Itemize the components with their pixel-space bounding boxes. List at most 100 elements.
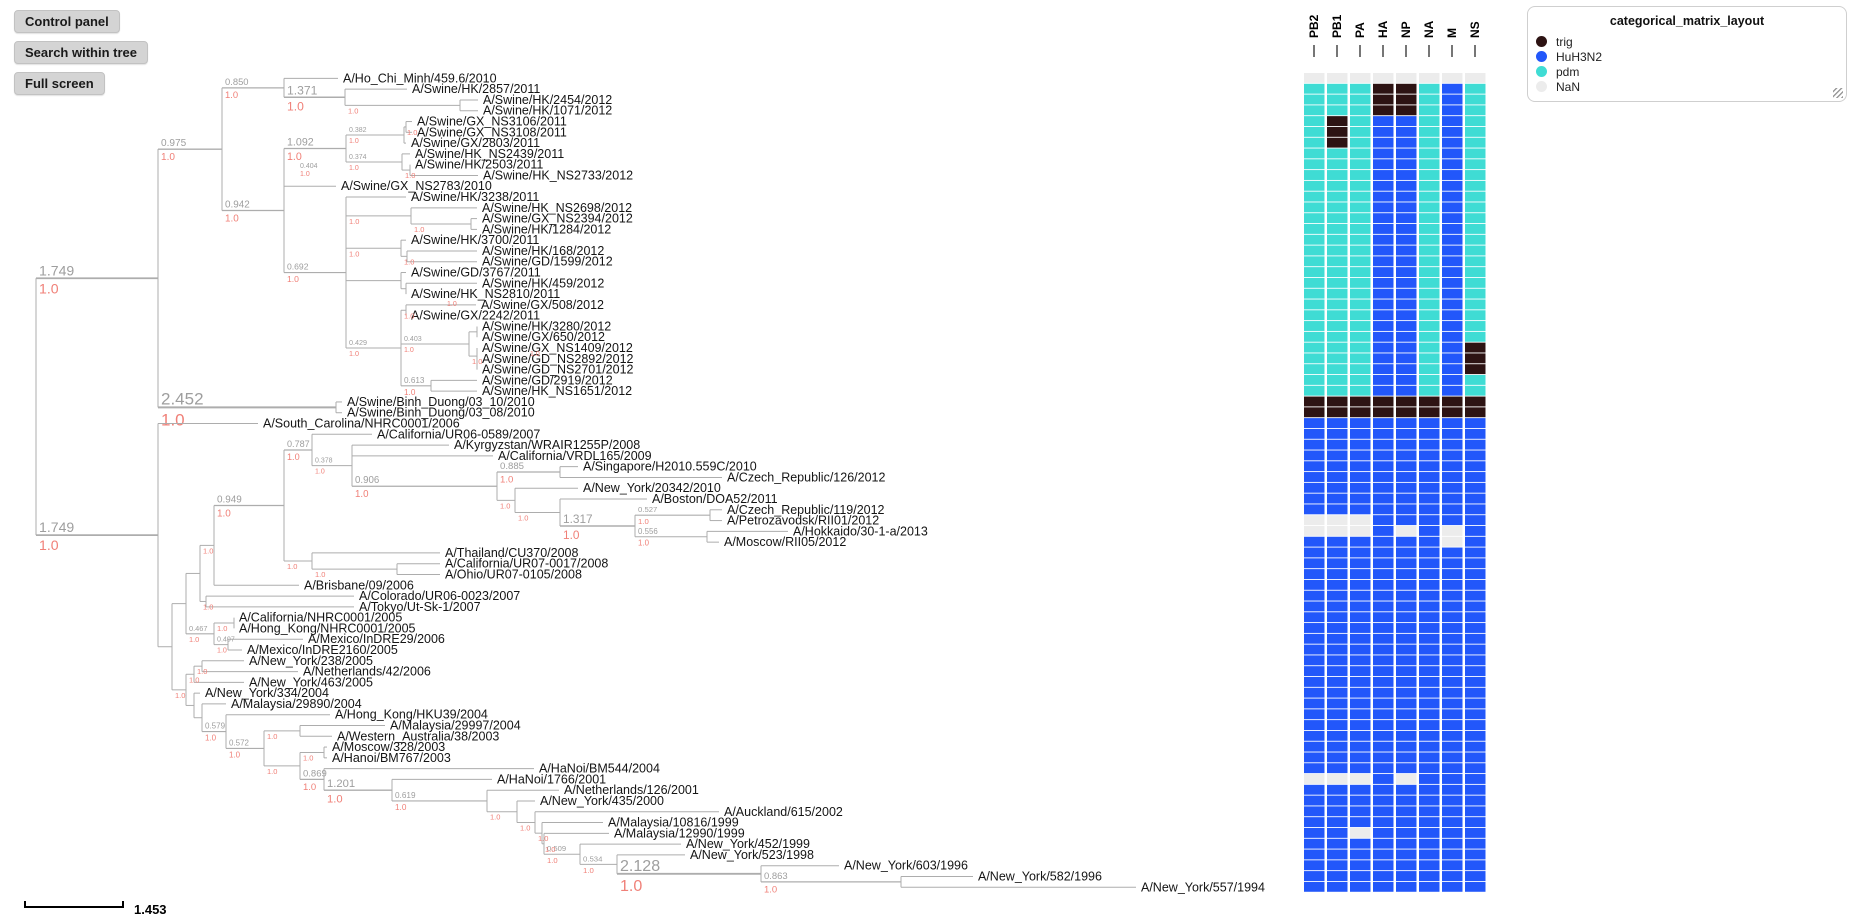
taxon-label[interactable]: A/Malaysia/10816/1999 <box>608 816 739 830</box>
taxon-label[interactable]: A/Swine/Binh_Duong/03_08/2010 <box>347 406 535 420</box>
taxon-label[interactable]: A/Swine/HK/459/2012 <box>482 276 604 290</box>
taxon-label[interactable]: A/California/NHRC0001/2005 <box>239 611 402 625</box>
taxon-label[interactable]: A/Czech_Republic/119/2012 <box>727 503 885 517</box>
taxon-label[interactable]: A/California/VRDL165/2009 <box>498 449 652 463</box>
taxon-label[interactable]: A/Singapore/H2010.559C/2010 <box>583 460 757 474</box>
taxon-label[interactable]: A/Swine/HK_NS2733/2012 <box>483 168 633 182</box>
matrix-cell <box>1442 418 1463 429</box>
matrix-cell <box>1419 601 1440 612</box>
taxon-label[interactable]: A/Colorado/UR06-0023/2007 <box>359 589 520 603</box>
taxon-label[interactable]: A/Swine/HK/2857/2011 <box>412 82 540 96</box>
taxon-label[interactable]: A/Auckland/615/2002 <box>724 805 843 819</box>
matrix-cell <box>1304 666 1325 677</box>
taxon-label[interactable]: A/Hong_Kong/HKU39/2004 <box>335 708 488 722</box>
taxon-label[interactable]: A/New_York/523/1998 <box>690 848 814 862</box>
taxon-label[interactable]: A/Swine/HK/168/2012 <box>482 244 604 258</box>
taxon-label[interactable]: A/Western_Australia/38/2003 <box>337 729 499 743</box>
branch-length-label: 0.613 <box>404 376 425 385</box>
taxon-label[interactable]: A/Swine/GD/2919/2012 <box>482 373 613 387</box>
taxon-label[interactable]: A/New_York/603/1996 <box>844 859 968 873</box>
taxon-label[interactable]: A/HaNoi/1766/2001 <box>497 772 606 786</box>
taxon-label[interactable]: A/Hong_Kong/NHRC0001/2005 <box>239 621 416 635</box>
taxon-label[interactable]: A/Swine/HK_NS2698/2012 <box>482 201 632 215</box>
taxon-label[interactable]: A/Swine/Binh_Duong/03_10/2010 <box>347 395 535 409</box>
taxon-label[interactable]: A/New_York/20342/2010 <box>583 481 721 495</box>
taxon-label[interactable]: A/Swine/HK/3238/2011 <box>411 190 539 204</box>
taxon-label[interactable]: A/Swine/HK/3700/2011 <box>411 233 539 247</box>
taxon-label[interactable]: A/Swine/GD/1599/2012 <box>482 255 613 269</box>
taxon-label[interactable]: A/Swine/GX/508/2012 <box>481 298 604 312</box>
taxon-label[interactable]: A/Hokkaido/30-1-a/2013 <box>793 524 928 538</box>
taxon-label[interactable]: A/Moscow/328/2003 <box>332 740 445 754</box>
taxon-label[interactable]: A/Boston/DOA52/2011 <box>652 492 778 506</box>
taxon-label[interactable]: A/Ho_Chi_Minh/459.6/2010 <box>343 71 497 85</box>
taxon-label[interactable]: A/Swine/HK_NS1651/2012 <box>482 384 632 398</box>
taxon-label[interactable]: A/Swine/GX_NS1409/2012 <box>482 341 633 355</box>
matrix-cell <box>1373 817 1394 828</box>
taxon-label[interactable]: A/Swine/HK/2454/2012 <box>483 93 612 107</box>
taxon-label[interactable]: A/New_York/238/2005 <box>249 654 373 668</box>
taxon-label[interactable]: A/Malaysia/29997/2004 <box>390 718 521 732</box>
taxon-label[interactable]: A/New_York/582/1996 <box>978 869 1102 883</box>
taxon-label[interactable]: A/California/UR07-0017/2008 <box>445 557 608 571</box>
taxon-label[interactable]: A/Tokyo/Ut-Sk-1/2007 <box>359 600 481 614</box>
taxon-label[interactable]: A/Mexico/InDRE2160/2005 <box>247 643 398 657</box>
matrix-cell <box>1442 612 1463 623</box>
taxon-label[interactable]: A/Swine/GX/2242/2011 <box>411 309 540 323</box>
matrix-column-header: PB2 <box>1307 14 1321 38</box>
taxon-label[interactable]: A/Malaysia/12990/1999 <box>614 826 745 840</box>
taxon-label[interactable]: A/Czech_Republic/126/2012 <box>727 470 885 484</box>
taxon-label[interactable]: A/Netherlands/126/2001 <box>564 783 699 797</box>
matrix-cell <box>1465 633 1486 644</box>
taxon-label[interactable]: A/California/UR06-0589/2007 <box>377 427 540 441</box>
taxon-label[interactable]: A/Swine/HK_NS2439/2011 <box>415 147 564 161</box>
taxon-label[interactable]: A/Swine/HK/1071/2012 <box>483 104 612 118</box>
taxon-label[interactable]: A/Moscow/RII05/2012 <box>724 535 846 549</box>
taxon-label[interactable]: A/Mexico/InDRE29/2006 <box>308 632 445 646</box>
taxon-label[interactable]: A/Swine/GX_NS2783/2010 <box>341 179 492 193</box>
taxon-label[interactable]: A/Swine/GX_NS3106/2011 <box>417 115 567 129</box>
taxon-label[interactable]: A/Brisbane/09/2006 <box>304 578 414 592</box>
matrix-cell <box>1373 170 1394 180</box>
matrix-cell <box>1465 838 1486 849</box>
taxon-label[interactable]: A/Hanoi/BM767/2003 <box>332 751 451 765</box>
taxon-label[interactable]: A/Swine/GD/3767/2011 <box>411 266 541 280</box>
taxon-label[interactable]: A/Swine/HK_NS2810/2011 <box>411 287 560 301</box>
taxon-label[interactable]: A/New_York/557/1994 <box>1141 880 1265 894</box>
taxon-label[interactable]: A/Swine/HK/1284/2012 <box>482 222 611 236</box>
taxon-label[interactable]: A/Petrozavodsk/RII01/2012 <box>727 514 879 528</box>
taxon-label[interactable]: A/New_York/435/2000 <box>540 794 664 808</box>
matrix-cell <box>1373 472 1394 482</box>
matrix-cell <box>1350 374 1371 385</box>
taxon-label[interactable]: A/Thailand/CU370/2008 <box>445 546 578 560</box>
taxon-label[interactable]: A/Swine/GX/650/2012 <box>482 330 605 344</box>
taxon-label[interactable]: A/Swine/GX_NS2394/2012 <box>482 212 633 226</box>
taxon-label[interactable]: A/Malaysia/29890/2004 <box>231 697 362 711</box>
taxon-label[interactable]: A/Netherlands/42/2006 <box>303 665 431 679</box>
matrix-cell <box>1465 655 1486 666</box>
taxon-label[interactable]: A/Swine/GD_NS2892/2012 <box>482 352 634 366</box>
legend-item-trig: trig <box>1536 34 1846 49</box>
taxon-label[interactable]: A/Swine/GD_NS2701/2012 <box>482 363 634 377</box>
matrix-cell <box>1465 774 1486 784</box>
search-within-tree-button[interactable]: Search within tree <box>14 41 148 64</box>
matrix-cell <box>1350 267 1371 278</box>
taxon-label[interactable]: A/New_York/334/2004 <box>205 686 329 700</box>
taxon-label[interactable]: A/Swine/GX/2803/2011 <box>411 136 540 150</box>
taxon-label[interactable]: A/Swine/HK/3280/2012 <box>482 319 611 333</box>
full-screen-button[interactable]: Full screen <box>14 72 105 95</box>
legend-panel[interactable]: categorical_matrix_layout trig HuH3N2 pd… <box>1527 6 1847 102</box>
taxon-label[interactable]: A/New_York/463/2005 <box>249 675 373 689</box>
taxon-label[interactable]: A/New_York/452/1999 <box>686 837 810 851</box>
taxon-label[interactable]: A/Swine/HK/2503/2011 <box>415 158 543 172</box>
taxon-label[interactable]: A/Swine/GX_NS3108/2011 <box>417 125 567 139</box>
taxon-label[interactable]: A/Kyrgyzstan/WRAIR1255P/2008 <box>454 438 640 452</box>
matrix-cell <box>1327 137 1348 148</box>
taxon-label[interactable]: A/HaNoi/BM544/2004 <box>539 762 660 776</box>
resize-handle-icon[interactable] <box>1833 88 1843 98</box>
control-panel-button[interactable]: Control panel <box>14 10 120 33</box>
taxon-label[interactable]: A/Ohio/UR07-0105/2008 <box>445 568 582 582</box>
taxon-label[interactable]: A/South_Carolina/NHRC0001/2006 <box>263 417 460 431</box>
matrix-cell <box>1419 752 1440 763</box>
